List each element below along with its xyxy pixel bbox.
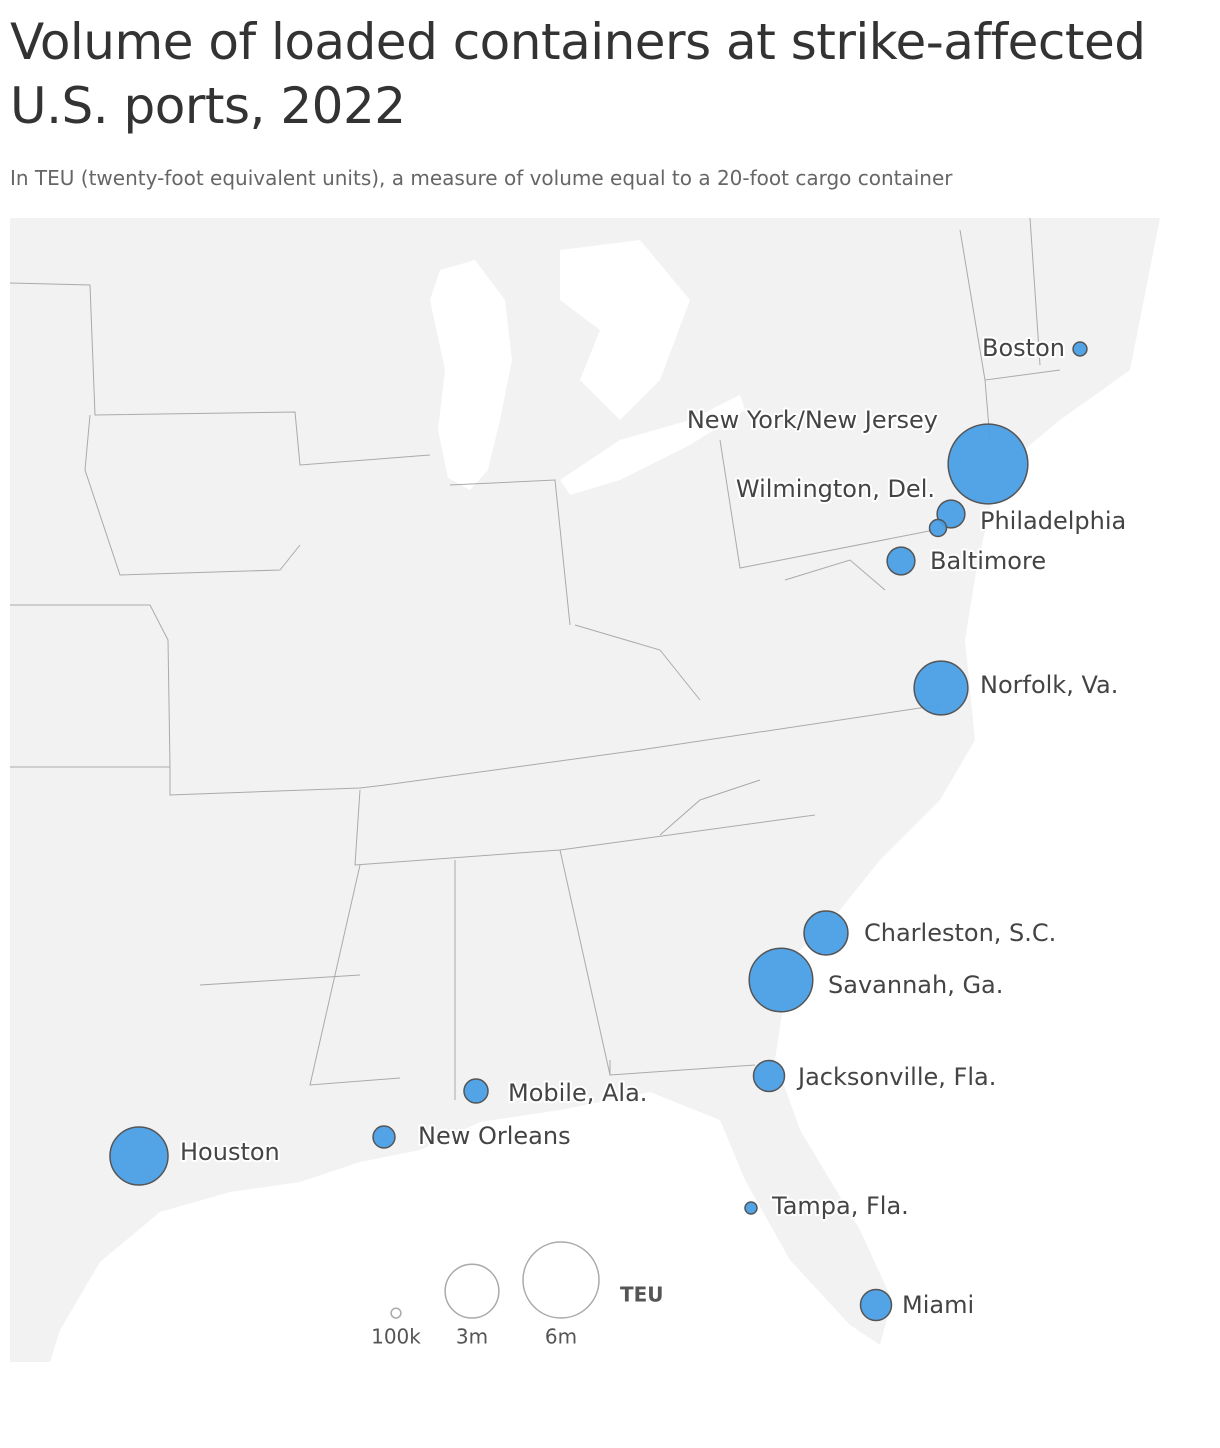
port-label: Jacksonville, Fla.	[796, 1063, 996, 1091]
legend-bubble	[522, 1241, 600, 1319]
port-label: Wilmington, Del.	[736, 475, 935, 503]
port-label: Mobile, Ala.	[508, 1079, 647, 1107]
port-bubble	[463, 1078, 489, 1104]
port-bubble	[372, 1125, 396, 1149]
port-bubble	[748, 947, 814, 1013]
port-bubble	[109, 1126, 169, 1186]
title: Volume of loaded containers at strike-af…	[10, 13, 1146, 135]
port-bubble	[744, 1201, 758, 1215]
port-bubble	[947, 423, 1029, 505]
lake-michigan	[430, 260, 512, 490]
port-label: Tampa, Fla.	[771, 1192, 909, 1220]
port-label: Baltimore	[930, 547, 1046, 575]
legend-title: TEU	[620, 1283, 664, 1307]
legend-bubble	[444, 1263, 500, 1319]
port-bubble	[886, 546, 916, 576]
subtitle: In TEU (twenty-foot equivalent units), a…	[10, 166, 953, 190]
lake-erie	[560, 395, 745, 495]
port-bubble	[913, 660, 969, 716]
land	[10, 218, 1160, 1362]
port-bubble	[752, 1059, 786, 1093]
basemap	[9, 217, 1160, 1362]
port-label: New Orleans	[418, 1122, 571, 1150]
lake-huron	[560, 240, 690, 420]
port-bubble	[928, 518, 948, 538]
port-label: Charleston, S.C.	[864, 919, 1056, 947]
port-bubble	[1072, 341, 1088, 357]
port-label: Philadelphia	[980, 507, 1126, 535]
port-bubble	[859, 1288, 893, 1322]
legend-label: 3m	[456, 1325, 488, 1349]
port-bubble	[936, 499, 966, 529]
port-label: Savannah, Ga.	[828, 971, 1003, 999]
legend-bubble	[390, 1307, 402, 1319]
port-label: Houston	[180, 1138, 280, 1166]
state-borders	[9, 217, 1061, 1100]
legend-label: 6m	[545, 1325, 577, 1349]
port-label: Boston	[982, 334, 1065, 362]
legend-label: 100k	[371, 1325, 421, 1349]
port-label: New York/New Jersey	[687, 406, 938, 434]
port-bubble	[803, 910, 849, 956]
port-label: Miami	[902, 1291, 974, 1319]
port-label: Norfolk, Va.	[980, 671, 1118, 699]
